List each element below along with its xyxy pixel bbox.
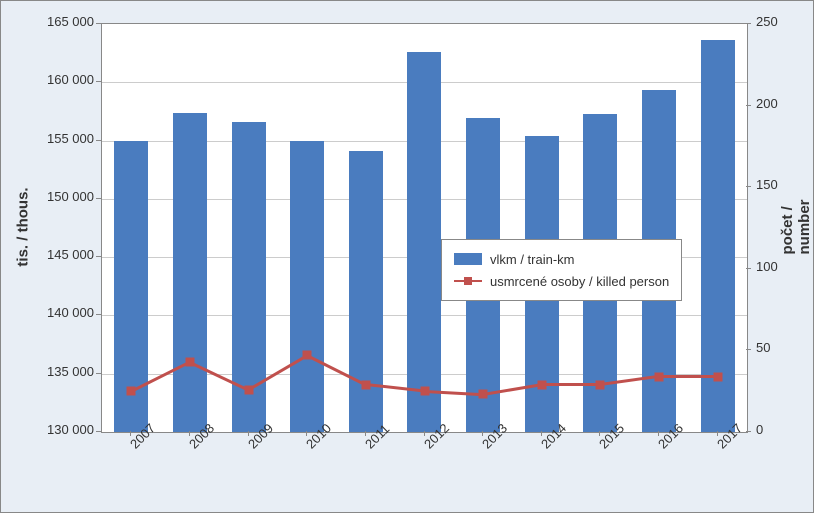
y-left-tick: 150 000: [39, 189, 94, 204]
line-swatch-icon: [454, 280, 482, 283]
y-axis-left-label: tis. / thous.: [15, 187, 32, 266]
line-marker: [537, 380, 546, 389]
line-marker: [596, 380, 605, 389]
legend-item-bars: vlkm / train-km: [454, 248, 669, 270]
chart-container: tis. / thous. počet / number vlkm / trai…: [0, 0, 814, 513]
plot-area: [101, 23, 748, 433]
line-marker: [244, 385, 253, 394]
line-marker: [185, 357, 194, 366]
legend-bars-label: vlkm / train-km: [490, 252, 575, 267]
y-right-tick: 50: [756, 340, 770, 355]
y-right-tick: 0: [756, 422, 763, 437]
legend-line-label: usmrcené osoby / killed person: [490, 274, 669, 289]
bar: [407, 52, 441, 432]
legend: vlkm / train-km usmrcené osoby / killed …: [441, 239, 682, 301]
line-marker: [655, 372, 664, 381]
legend-item-line: usmrcené osoby / killed person: [454, 270, 669, 292]
line-marker: [713, 372, 722, 381]
bar: [290, 141, 324, 432]
line-segment: [542, 383, 601, 386]
y-left-tick: 155 000: [39, 131, 94, 146]
line-marker: [420, 387, 429, 396]
line-marker: [479, 390, 488, 399]
y-right-tick: 200: [756, 96, 778, 111]
y-left-tick: 130 000: [39, 422, 94, 437]
line-marker: [361, 380, 370, 389]
y-left-tick: 140 000: [39, 305, 94, 320]
bar: [173, 113, 207, 432]
y-left-tick: 165 000: [39, 14, 94, 29]
y-left-tick: 160 000: [39, 72, 94, 87]
bar: [349, 151, 383, 432]
y-left-tick: 145 000: [39, 247, 94, 262]
line-marker: [303, 351, 312, 360]
y-right-tick: 250: [756, 14, 778, 29]
y-left-tick: 135 000: [39, 364, 94, 379]
bar-swatch-icon: [454, 253, 482, 265]
y-right-tick: 150: [756, 177, 778, 192]
line-marker: [127, 387, 136, 396]
y-right-tick: 100: [756, 259, 778, 274]
line-segment: [659, 375, 718, 378]
y-axis-right-label: počet / number: [779, 200, 813, 255]
